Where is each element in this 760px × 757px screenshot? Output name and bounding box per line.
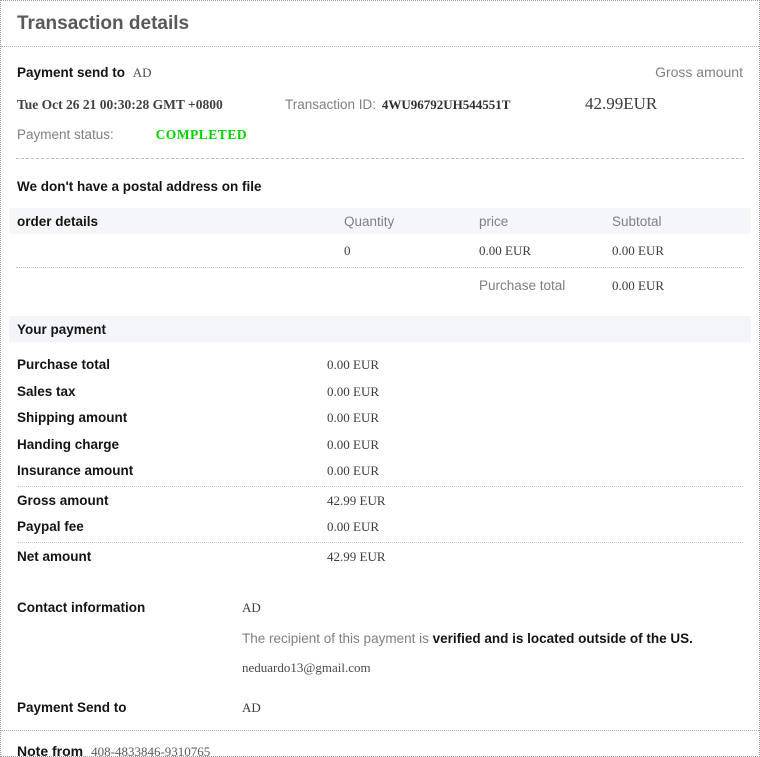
gross-amount-value: 42.99EUR (585, 94, 658, 113)
contact-email: neduardo13@gmail.com (242, 660, 371, 675)
payment-summary: Payment send to AD Gross amount Tue Oct … (1, 47, 759, 158)
your-payment-header: Your payment (9, 316, 751, 342)
contact-name: AD (242, 600, 261, 615)
payment-send-to-bottom-value: AD (242, 700, 261, 715)
payment-send-to-section: Payment Send to AD (1, 676, 759, 730)
order-item-quantity: 0 (344, 243, 351, 258)
pay-row-gross-amount: Gross amount 42.99 EUR (17, 492, 386, 508)
payment-divider (17, 541, 743, 543)
payment-send-to-label: Payment send to (17, 65, 126, 80)
transaction-id-value: 4WU96792UH544551T (381, 97, 511, 112)
purchase-total-value: 0.00 EUR (612, 278, 664, 293)
recipient-verification-text: The recipient of this payment is verifie… (242, 631, 693, 646)
pay-row-purchase-total: Purchase total 0.00 EUR (17, 357, 379, 372)
note-divider (1, 730, 759, 731)
contact-information-details: AD The recipient of this payment is veri… (242, 600, 743, 676)
contact-information-section: Contact information AD The recipient of … (1, 570, 759, 676)
payment-divider (17, 485, 743, 487)
your-payment-rows: Purchase total 0.00 EUR Sales tax 0.00 E… (1, 342, 759, 570)
note-section: Note from 408-4833846-9310765 (1, 731, 759, 757)
payment-send-to-value: AD (132, 65, 152, 80)
pay-row-net-amount: Net amount 42.99 EUR (17, 548, 386, 564)
payment-send-to-bottom-label: Payment Send to (17, 700, 127, 715)
column-header-price: price (479, 213, 509, 229)
payment-status-label: Payment status: (17, 127, 114, 142)
page-header: Transaction details (1, 1, 759, 47)
pay-row-insurance-amount: Insurance amount 0.00 EUR (17, 463, 379, 478)
order-row-divider (16, 267, 744, 268)
purchase-total-label: Purchase total (479, 278, 566, 293)
postal-address-notice: We don't have a postal address on file (17, 179, 262, 194)
status-badge: COMPLETED (155, 127, 248, 142)
column-header-quantity: Quantity (344, 213, 395, 229)
purchase-total-row: Purchase total 0.00 EUR (9, 268, 751, 306)
order-item-price: 0.00 EUR (479, 243, 531, 258)
pay-row-sales-tax: Sales tax 0.00 EUR (17, 383, 379, 399)
payment-send-to-line: Payment send to AD (17, 65, 152, 81)
transaction-date: Tue Oct 26 21 00:30:28 GMT +0800 (17, 97, 223, 112)
order-item-subtotal: 0.00 EUR (612, 243, 664, 258)
note-from-value: 408-4833846-9310765 (91, 744, 211, 757)
pay-row-handing-charge: Handing charge 0.00 EUR (17, 436, 379, 452)
transaction-id-line: Transaction ID: 4WU96792UH544551T (285, 97, 585, 113)
gross-amount-label: Gross amount (655, 64, 743, 80)
order-item-name (17, 243, 344, 259)
order-details-header-row: order details Quantity price Subtotal (9, 208, 751, 234)
payment-status-line: Payment status: COMPLETED (17, 127, 743, 158)
pay-row-shipping-amount: Shipping amount 0.00 EUR (17, 410, 379, 425)
summary-divider (16, 158, 744, 159)
pay-row-paypal-fee: Paypal fee 0.00 EUR (17, 519, 379, 534)
note-from-label: Note from (17, 743, 84, 757)
order-details-label: order details (17, 213, 99, 229)
column-header-subtotal: Subtotal (612, 213, 662, 229)
order-item-row: 0 0.00 EUR 0.00 EUR (9, 234, 751, 267)
page-title: Transaction details (17, 13, 190, 34)
transaction-id-label: Transaction ID: (285, 97, 377, 112)
contact-information-label: Contact information (17, 600, 146, 615)
